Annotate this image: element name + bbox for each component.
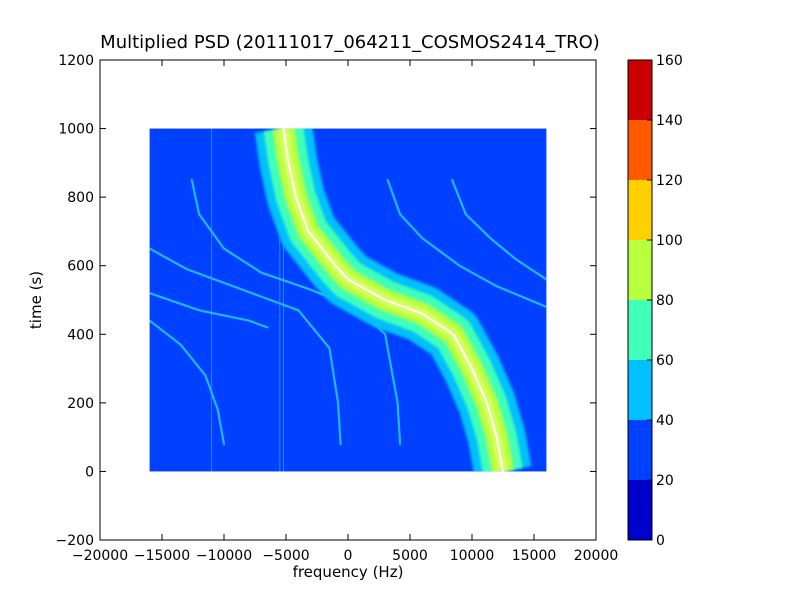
y-tick-label: 800 (67, 190, 94, 206)
colorbar-tick-label: 20 (656, 473, 674, 489)
colorbar-level-2 (628, 360, 652, 420)
colorbar-level-4 (628, 240, 652, 300)
x-tick-label: 0 (344, 548, 353, 564)
colorbar: 0 20 40 60 80 100 120 140 160 (627, 53, 683, 549)
colorbar-tick-label: 140 (656, 113, 683, 129)
colorbar-tick-label: 100 (656, 233, 683, 249)
y-axis: −200 0 200 400 600 800 1000 1200 (56, 53, 596, 549)
y-tick-label: 200 (67, 396, 94, 412)
y-tick-label: −200 (56, 533, 94, 549)
colorbar-level-6 (628, 120, 652, 180)
x-tick-label: 10000 (450, 548, 495, 564)
colorbar-level-5 (628, 180, 652, 240)
y-tick-label: 600 (67, 259, 94, 275)
y-tick-label: 0 (85, 464, 94, 480)
faint-signal-curve (149, 292, 269, 329)
x-tick-label: 20000 (574, 548, 619, 564)
colorbar-tick-label: 160 (656, 53, 683, 69)
x-tick-label: −15000 (134, 548, 190, 564)
x-axis: −20000 −15000 −10000 −5000 0 5000 10000 15000 20… (72, 60, 618, 564)
faint-signal-curve (451, 178, 547, 281)
colorbar-level-7 (628, 60, 652, 120)
colorbar-level-0 (628, 480, 652, 540)
doppler-peak-curve (282, 128, 504, 472)
x-tick-label: −5000 (262, 548, 309, 564)
x-tick-label: −10000 (196, 548, 252, 564)
x-tick-label: 15000 (512, 548, 557, 564)
faint-signal-curve (149, 319, 226, 446)
chart-title: Multiplied PSD (20111017_064211_COSMOS24… (100, 32, 600, 53)
faint-signal-curve (190, 178, 402, 446)
colorbar-tick-label: 60 (656, 353, 674, 369)
faint-signal-curve (149, 247, 342, 446)
y-axis-label: time (s) (27, 271, 45, 329)
plot-area (99, 59, 597, 541)
colorbar-tick-label: 0 (656, 533, 665, 549)
colorbar-level-3 (628, 300, 652, 360)
x-tick-label: 5000 (392, 548, 428, 564)
colorbar-tick-label: 80 (656, 293, 674, 309)
faint-signal-curve (386, 178, 547, 308)
y-tick-label: 400 (67, 327, 94, 343)
y-tick-label: 1200 (58, 53, 94, 69)
x-axis-label: frequency (Hz) (293, 563, 404, 581)
x-tick-label: −20000 (72, 548, 128, 564)
y-tick-label: 1000 (58, 122, 94, 138)
colorbar-level-1 (628, 420, 652, 480)
colorbar-tick-label: 120 (656, 173, 683, 189)
colorbar-tick-label: 40 (656, 413, 674, 429)
